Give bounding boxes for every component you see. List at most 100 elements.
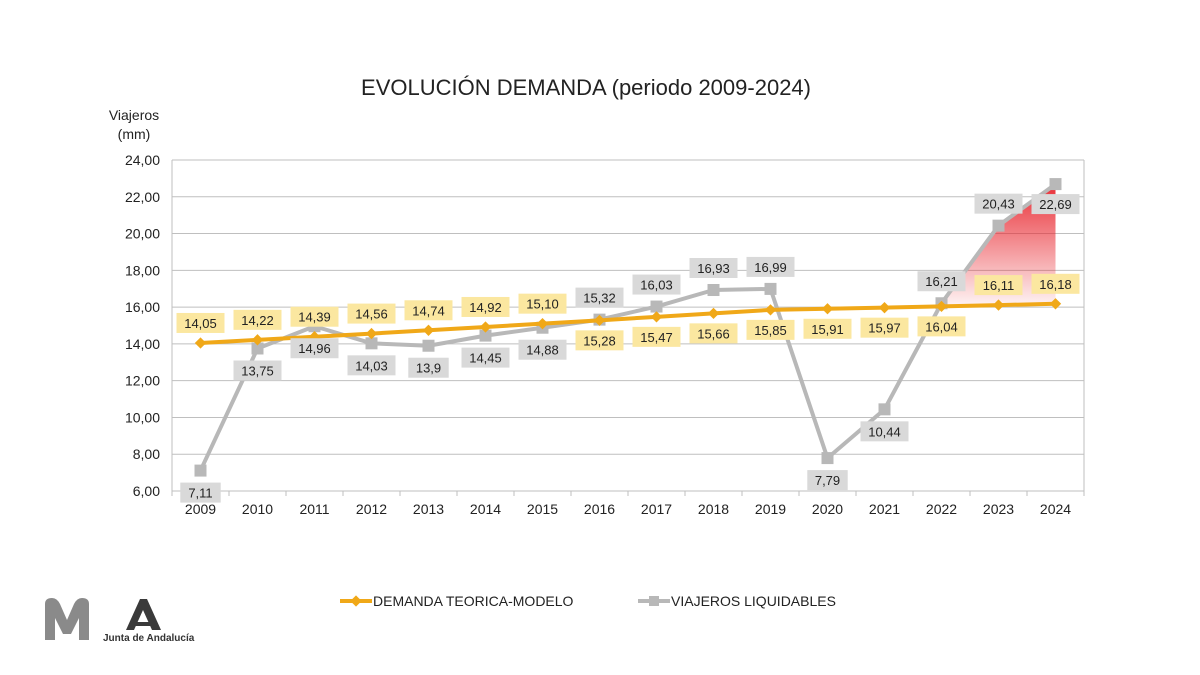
data-label-bg-viajeros [632, 274, 681, 295]
point-viajeros [878, 403, 891, 416]
data-label-bg-demanda [803, 318, 852, 339]
data-label-bg-demanda [632, 326, 681, 347]
data-label-bg-viajeros [408, 357, 449, 378]
point-viajeros [1049, 178, 1062, 191]
data-label-bg-demanda [176, 312, 225, 333]
point-demanda [764, 304, 777, 316]
legend: DEMANDA TEORICA-MODELO VIAJEROS LIQUIDAB… [340, 593, 836, 609]
series-lines [194, 178, 1062, 477]
data-label-viajeros: 16,03 [640, 278, 673, 293]
x-tick-label: 2012 [356, 501, 387, 517]
y-tick-label: 22,00 [125, 189, 160, 205]
legend-label-demanda: DEMANDA TEORICA-MODELO [373, 593, 574, 609]
data-label-demanda: 15,91 [811, 322, 844, 337]
data-label-demanda: 16,11 [983, 278, 1015, 293]
data-label-viajeros: 20,43 [982, 197, 1015, 212]
point-demanda [1049, 298, 1062, 310]
y-tick-label: 8,00 [133, 446, 160, 462]
gap-highlight-area [941, 184, 1056, 307]
data-label-viajeros: 14,45 [469, 351, 502, 366]
y-axis-label-line2: (mm) [118, 126, 151, 142]
data-label-demanda: 14,56 [355, 307, 388, 322]
point-demanda [479, 321, 492, 333]
y-tick-label: 20,00 [125, 226, 160, 242]
legend-marker-demanda [350, 595, 362, 607]
data-label-demanda: 15,10 [526, 297, 559, 312]
y-tick-labels: 6,00 8,00 10,00 12,00 14,00 16,00 18,00 20,00 22… [125, 152, 160, 499]
junta-logo-text: Junta de Andalucía [103, 633, 195, 644]
junta-a-icon [126, 599, 161, 630]
data-label-demanda: 14,22 [241, 313, 274, 328]
data-label-bg-demanda [461, 296, 510, 317]
data-label-viajeros: 7,79 [815, 473, 840, 488]
data-label-demanda: 14,39 [298, 310, 331, 325]
data-label-demanda: 16,04 [925, 319, 958, 334]
y-tick-label: 24,00 [125, 152, 160, 168]
y-tick-label: 14,00 [125, 336, 160, 352]
data-label-viajeros: 22,69 [1039, 197, 1072, 212]
data-label-bg-viajeros [290, 338, 339, 359]
point-demanda [707, 307, 720, 320]
y-tick-label: 18,00 [125, 262, 160, 278]
chart-title: EVOLUCIÓN DEMANDA (periodo 2009-2024) [361, 75, 811, 100]
x-tick-labels: 2009 2010 2011 2012 2013 2014 2015 2016 2017 2018… [171, 491, 1085, 517]
data-label-viajeros: 16,21 [925, 274, 958, 289]
data-label-bg-demanda [1031, 273, 1080, 294]
data-label-viajeros: 7,11 [188, 486, 212, 501]
x-tick-label: 2013 [413, 501, 444, 517]
y-axis-label-line1: Viajeros [109, 107, 159, 123]
data-label-bg-demanda [746, 319, 795, 340]
point-viajeros [650, 300, 663, 313]
x-tick-label: 2019 [755, 501, 786, 517]
gap-highlight [941, 184, 1056, 307]
point-viajeros [251, 342, 264, 355]
x-tick-label: 2017 [641, 501, 672, 517]
data-label-demanda: 14,92 [469, 300, 502, 315]
junta-logo: Junta de Andalucía [103, 599, 195, 644]
data-label-bg-viajeros [746, 256, 795, 277]
data-label-bg-viajeros [807, 470, 848, 491]
metro-logo [45, 598, 89, 640]
data-label-bg-demanda [860, 317, 909, 338]
point-viajeros [479, 329, 492, 342]
x-tick-label: 2009 [185, 501, 216, 517]
x-tick-label: 2015 [527, 501, 558, 517]
point-demanda [194, 337, 207, 349]
data-label-bg-viajeros [518, 339, 567, 360]
x-tick-label: 2020 [812, 501, 843, 517]
data-label-bg-demanda [233, 309, 282, 330]
data-label-viajeros: 10,44 [868, 424, 901, 439]
data-label-bg-demanda [404, 300, 453, 321]
data-label-demanda: 15,85 [754, 323, 787, 338]
data-label-demanda: 14,05 [184, 316, 217, 331]
x-tick-label: 2023 [983, 501, 1014, 517]
y-tick-label: 12,00 [125, 373, 160, 389]
data-label-bg-viajeros [689, 258, 738, 279]
x-tick-label: 2018 [698, 501, 729, 517]
data-label-bg-demanda [689, 323, 738, 344]
series-line-demanda [200, 301, 1056, 345]
data-label-bg-viajeros [860, 421, 909, 442]
metro-m-icon [45, 598, 89, 640]
point-demanda [821, 303, 834, 315]
data-labels: 14,05 14,22 14,39 14,56 14,74 14,92 15,10 15,28… [176, 193, 1080, 503]
data-label-viajeros: 16,99 [754, 260, 787, 275]
point-demanda [593, 314, 606, 327]
point-demanda [251, 334, 264, 346]
data-label-viajeros: 15,32 [583, 291, 616, 306]
x-tick-label: 2016 [584, 501, 615, 517]
data-label-bg-viajeros [917, 271, 966, 292]
data-label-bg-demanda [974, 275, 1023, 296]
point-viajeros [992, 219, 1005, 232]
data-label-demanda: 15,47 [640, 330, 673, 345]
x-tick-label: 2010 [242, 501, 273, 517]
point-viajeros [821, 452, 834, 465]
point-demanda [992, 299, 1005, 311]
x-tick-label: 2021 [869, 501, 900, 517]
data-label-demanda: 14,74 [412, 303, 445, 318]
x-tick-label: 2022 [926, 501, 957, 517]
data-label-demanda: 15,28 [583, 333, 616, 348]
data-label-bg-viajeros [575, 287, 624, 308]
point-viajeros [365, 337, 378, 350]
